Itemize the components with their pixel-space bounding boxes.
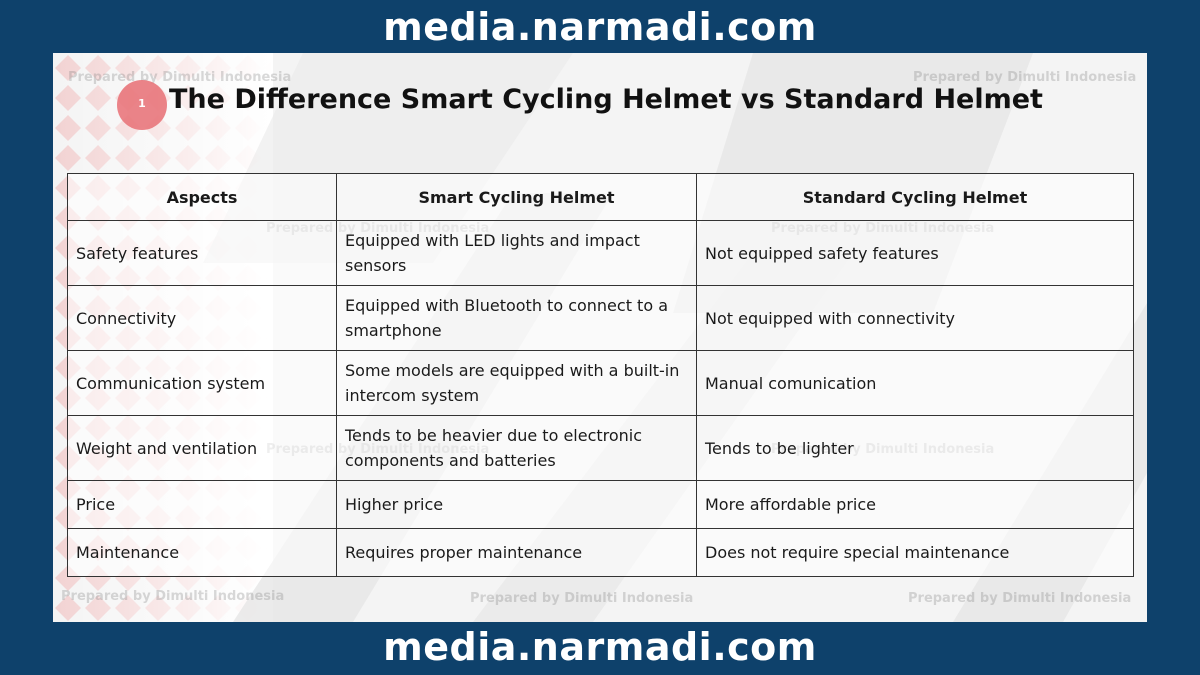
standard-helmet-cell: Not equipped with connectivity [696, 285, 1134, 351]
table-row: Connectivity Equipped with Bluetooth to … [67, 285, 1134, 351]
smart-helmet-cell: Higher price [336, 480, 697, 529]
page-title: The Difference Smart Cycling Helmet vs S… [169, 84, 1043, 115]
column-header-smart-helmet: Smart Cycling Helmet [336, 173, 697, 221]
standard-helmet-cell: Does not require special maintenance [696, 528, 1134, 577]
standard-helmet-cell: Not equipped safety features [696, 220, 1134, 286]
table-row: Communication system Some models are equ… [67, 350, 1134, 416]
standard-helmet-cell: More affordable price [696, 480, 1134, 529]
table-row: Weight and ventilation Tends to be heavi… [67, 415, 1134, 481]
watermark-text: Prepared by Dimulti Indonesia [68, 70, 292, 85]
aspect-cell: Weight and ventilation [67, 415, 337, 481]
site-banner-bottom: media.narmadi.com [383, 625, 817, 669]
comparison-table: Aspects Smart Cycling Helmet Standard Cy… [67, 173, 1134, 577]
smart-helmet-cell: Equipped with Bluetooth to connect to a … [336, 285, 697, 351]
aspect-cell: Price [67, 480, 337, 529]
site-banner-top: media.narmadi.com [383, 5, 817, 49]
smart-helmet-cell: Some models are equipped with a built-in… [336, 350, 697, 416]
watermark-text: Prepared by Dimulti Indonesia [913, 70, 1137, 85]
table-row: Maintenance Requires proper maintenance … [67, 528, 1134, 577]
aspect-cell: Safety features [67, 220, 337, 286]
aspect-cell: Communication system [67, 350, 337, 416]
watermark-text: Prepared by Dimulti Indonesia [470, 591, 694, 606]
smart-helmet-cell: Requires proper maintenance [336, 528, 697, 577]
smart-helmet-cell: Equipped with LED lights and impact sens… [336, 220, 697, 286]
column-header-aspects: Aspects [67, 173, 337, 221]
table-row: Price Higher price More affordable price [67, 480, 1134, 529]
number-badge: 1 [117, 80, 167, 130]
watermark-text: Prepared by Dimulti Indonesia [61, 589, 285, 604]
smart-helmet-cell: Tends to be heavier due to electronic co… [336, 415, 697, 481]
watermark-text: Prepared by Dimulti Indonesia [908, 591, 1132, 606]
table-row: Safety features Equipped with LED lights… [67, 220, 1134, 286]
table-header-row: Aspects Smart Cycling Helmet Standard Cy… [67, 173, 1134, 221]
column-header-standard-helmet: Standard Cycling Helmet [696, 173, 1134, 221]
aspect-cell: Maintenance [67, 528, 337, 577]
content-panel: Prepared by Dimulti Indonesia Prepared b… [53, 53, 1147, 622]
standard-helmet-cell: Tends to be lighter [696, 415, 1134, 481]
standard-helmet-cell: Manual comunication [696, 350, 1134, 416]
aspect-cell: Connectivity [67, 285, 337, 351]
